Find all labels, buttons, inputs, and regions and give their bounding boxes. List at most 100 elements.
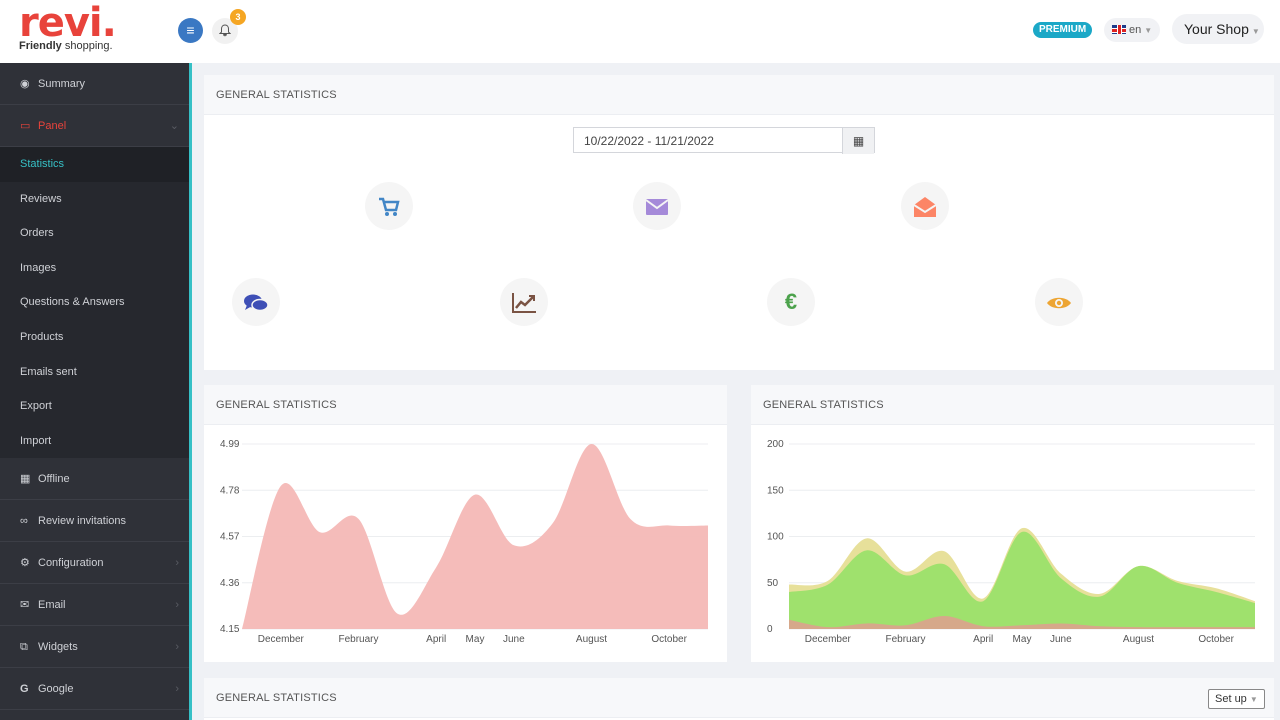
stat-value: 2944 (1092, 282, 1137, 304)
eye-icon (1035, 278, 1083, 326)
submenu-item-questions-answers[interactable]: Questions & Answers (20, 296, 125, 309)
stat-value: 7375€ (824, 282, 880, 304)
stat-label: Emails opened (958, 212, 1025, 223)
submenu-item-reviews[interactable]: Reviews (20, 192, 62, 205)
submenu-item-import[interactable]: Import (20, 434, 52, 447)
panel-title: GENERAL STATISTICS (204, 678, 1274, 718)
logo-text: revi. (19, 0, 117, 46)
sidebar-item-google[interactable]: G Google › (0, 668, 189, 711)
y-tick-label: 4.15 (220, 624, 240, 635)
stat-label: Views (1092, 308, 1119, 319)
panel-title: GENERAL STATISTICS (204, 75, 1274, 115)
panel-title: GENERAL STATISTICS (204, 385, 727, 425)
stat-label: Average rating (557, 308, 622, 319)
setup-button[interactable]: Set up ▼ (1208, 689, 1265, 709)
x-tick-label: May (466, 634, 485, 645)
panel-title: GENERAL STATISTICS (751, 385, 1274, 425)
sidebar-item-panel[interactable]: ▭ Panel ⌄ (0, 105, 189, 147)
y-tick-label: 4.99 (220, 439, 240, 450)
x-tick-label: August (576, 634, 607, 645)
submenu-item-images[interactable]: Images (20, 261, 57, 274)
top-bar: revi. Friendly shopping. ≡ 3 PREMIUM en ▼… (0, 0, 1280, 63)
stat-label: Sales (824, 308, 850, 319)
submenu-item-export[interactable]: Export (20, 400, 52, 413)
chevron-right-icon: › (175, 557, 179, 570)
stat-value: 204 (422, 186, 456, 208)
stat-card-views: 2944 Views (1019, 262, 1263, 342)
stat-value: 59 (289, 282, 312, 304)
stat-card-sales: € 7375€ Sales (751, 262, 995, 342)
cart-icon (365, 182, 413, 230)
general-statistics-panel: GENERAL STATISTICS 10/22/2022 - 11/21/20… (204, 75, 1274, 370)
y-tick-label: 150 (767, 485, 784, 496)
series-area (789, 531, 1255, 629)
shop-dropdown[interactable]: Your Shop ▼ (1172, 14, 1264, 44)
stat-card-emails-opened: 254 Emails opened (885, 166, 1129, 246)
link-icon: ∞ (20, 515, 28, 528)
stat-value: 254 (958, 186, 992, 208)
activity-area-chart: 200 150 100 50 0 December February April May June… (767, 439, 1255, 645)
y-tick-label: 200 (767, 439, 784, 450)
sidebar-item-summary[interactable]: ◉ Summary (0, 63, 189, 105)
x-tick-label: April (973, 634, 993, 645)
series-area (242, 443, 708, 629)
submenu-item-emails-sent[interactable]: Emails sent (20, 365, 77, 378)
sidebar-item-offline[interactable]: ▦ Offline (0, 458, 189, 501)
submenu-item-orders[interactable]: Orders (20, 227, 54, 240)
y-tick-label: 50 (767, 578, 779, 589)
submenu-item-products[interactable]: Products (20, 330, 64, 343)
x-tick-label: June (1050, 634, 1072, 645)
x-tick-label: December (258, 634, 305, 645)
shop-label: Your Shop (1184, 21, 1249, 37)
envelope-open-icon (901, 182, 949, 230)
bell-icon (218, 24, 232, 37)
stat-label: Emails sent (690, 212, 742, 223)
submenu-item-statistics[interactable]: Statistics (0, 147, 189, 182)
series-area (789, 616, 1255, 629)
stat-value: 9.32 (557, 282, 596, 304)
chevron-right-icon: › (175, 599, 179, 612)
chart-panel-rating: GENERAL STATISTICS 4.99 4.78 4.57 4.36 4.15 D… (204, 385, 727, 662)
panel-submenu: Statistics Reviews Orders Images Questio… (0, 147, 189, 459)
language-label: en (1129, 24, 1142, 36)
grid-icon: ▦ (20, 473, 31, 486)
menu-toggle-button[interactable]: ≡ (178, 18, 203, 43)
caret-down-icon: ▼ (1251, 27, 1260, 36)
laptop-icon: ▭ (20, 120, 31, 132)
chevron-right-icon: › (175, 683, 179, 696)
stat-value: 615 (690, 186, 724, 208)
google-icon: G (20, 683, 29, 696)
x-tick-label: April (426, 634, 446, 645)
sidebar-item-widgets[interactable]: ⧉ Widgets › (0, 626, 189, 669)
y-tick-label: 4.78 (220, 485, 240, 496)
x-tick-label: February (885, 634, 925, 645)
date-range-picker[interactable]: 10/22/2022 - 11/21/2022 ▦ (573, 127, 875, 154)
x-tick-label: February (338, 634, 378, 645)
sidebar-item-email[interactable]: ✉ Email › (0, 584, 189, 627)
setup-label: Set up (1215, 693, 1247, 705)
sidebar-item-review-invitations[interactable]: ∞ Review invitations (0, 500, 189, 543)
date-range-value: 10/22/2022 - 11/21/2022 (584, 134, 714, 148)
x-tick-label: December (805, 634, 852, 645)
x-tick-label: October (651, 634, 687, 645)
stat-card-emails-sent: 615 Emails sent (617, 166, 861, 246)
bottom-statistics-panel: GENERAL STATISTICS Set up ▼ (204, 678, 1274, 720)
comments-icon (232, 278, 280, 326)
y-tick-label: 100 (767, 532, 784, 543)
sidebar-item-configuration[interactable]: ⚙ Configuration › (0, 542, 189, 585)
stat-card-orders: 204 Orders (349, 166, 593, 246)
uk-flag-icon (1112, 25, 1126, 34)
caret-down-icon: ▼ (1249, 695, 1258, 704)
language-selector[interactable]: en ▼ (1104, 18, 1160, 42)
caret-down-icon: ▼ (1144, 26, 1153, 35)
calendar-icon[interactable]: ▦ (842, 128, 874, 154)
logo[interactable]: revi. Friendly shopping. (19, 0, 117, 52)
rating-area-chart: 4.99 4.78 4.57 4.36 4.15 December February Apri… (220, 439, 708, 645)
stat-label: Orders (422, 212, 453, 223)
stat-card-reviews: 59 Reviews (216, 262, 460, 342)
x-tick-label: August (1123, 634, 1154, 645)
chevron-down-icon: ⌄ (169, 120, 179, 132)
premium-badge: PREMIUM (1033, 22, 1093, 38)
envelope-icon: ✉ (20, 599, 30, 612)
x-tick-label: October (1198, 634, 1234, 645)
